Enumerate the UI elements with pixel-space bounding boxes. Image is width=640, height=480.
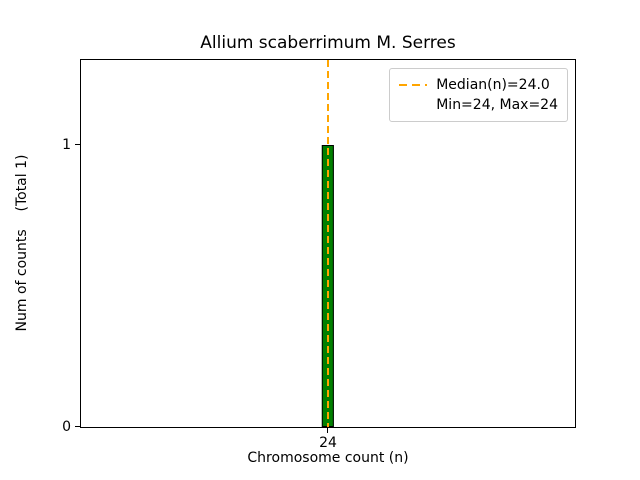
y-tick-1-label: 1 bbox=[62, 136, 71, 153]
legend-median-label: Median(n)=24.0 bbox=[436, 77, 550, 93]
median-line bbox=[327, 60, 329, 427]
legend-minmax-label: Min=24, Max=24 bbox=[436, 97, 558, 113]
x-tick-main-label: 24 bbox=[319, 435, 337, 451]
legend-entry-minmax: Min=24, Max=24 bbox=[436, 95, 558, 115]
chart-title: Allium scaberrimum M. Serres bbox=[200, 33, 456, 53]
plot-area: 0 1 24 Median(n)=24.0 Min=24, Max=24 bbox=[62, 59, 576, 451]
legend-entry-median: Median(n)=24.0 bbox=[399, 75, 558, 95]
x-tick-main-mark bbox=[327, 428, 329, 433]
y-tick-0-mark bbox=[75, 426, 80, 428]
y-tick-0-label: 0 bbox=[62, 419, 71, 435]
x-axis-label: Chromosome count (n) bbox=[247, 450, 409, 466]
y-axis-label: Num of counts (Total 1) bbox=[14, 154, 30, 332]
median-line-sample-icon bbox=[399, 84, 428, 86]
y-tick-1-mark bbox=[75, 143, 80, 146]
legend: Median(n)=24.0 Min=24, Max=24 bbox=[389, 68, 568, 122]
